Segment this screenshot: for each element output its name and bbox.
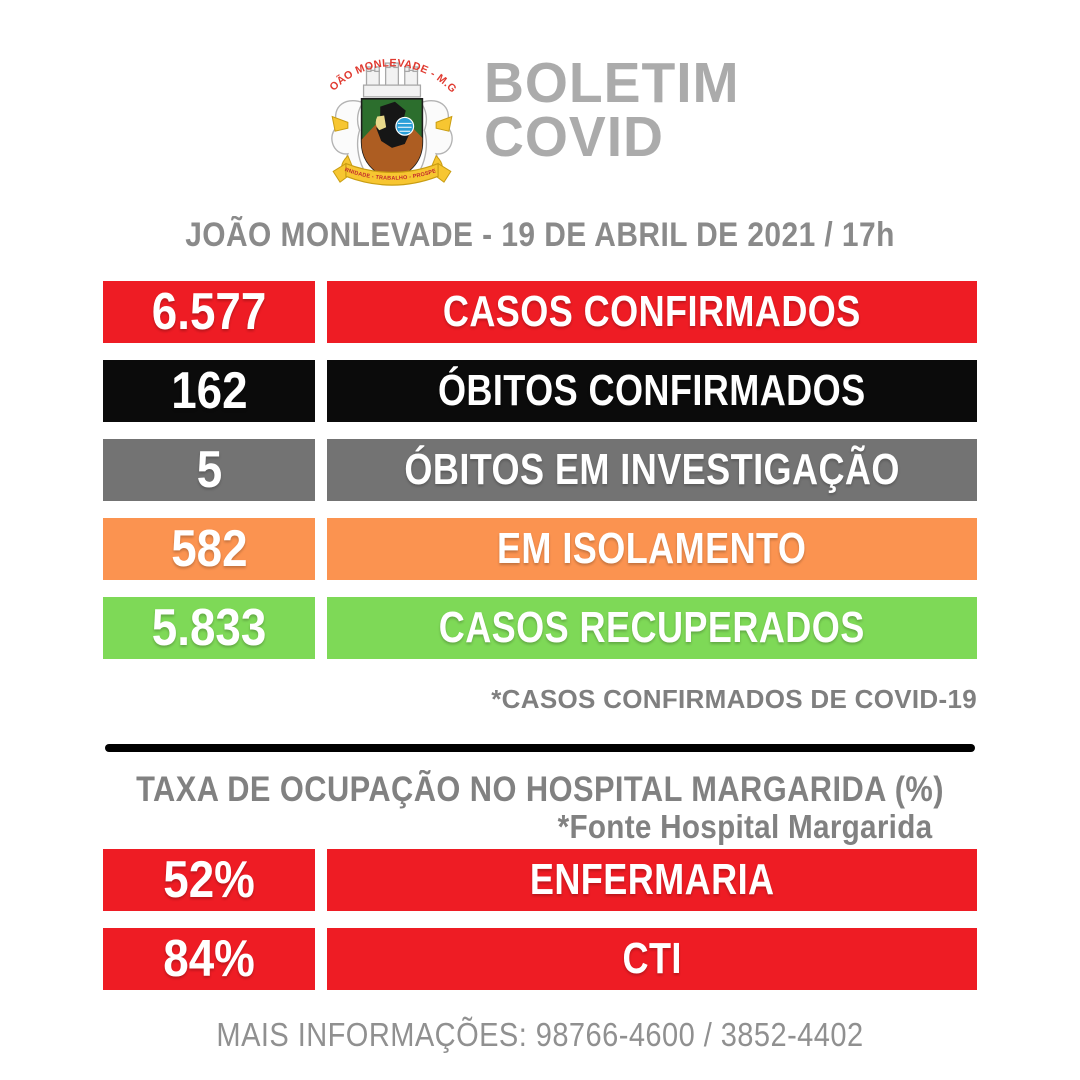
stat-label: ÓBITOS CONFIRMADOS bbox=[438, 366, 866, 415]
title-line-covid: COVID bbox=[484, 105, 664, 169]
hospital-section-heading: TAXA DE OCUPAÇÃO NO HOSPITAL MARGARIDA (… bbox=[136, 770, 944, 809]
stat-label: CASOS CONFIRMADOS bbox=[443, 287, 861, 336]
occupancy-label-box: CTI bbox=[327, 928, 977, 990]
section-divider bbox=[105, 744, 975, 752]
title-line-boletim: BOLETIM bbox=[484, 51, 740, 115]
stat-value: 582 bbox=[170, 520, 248, 578]
occupancy-label: CTI bbox=[622, 934, 682, 983]
shield bbox=[360, 98, 424, 182]
stat-value: 5.833 bbox=[151, 599, 267, 657]
stat-label-box: ÓBITOS CONFIRMADOS bbox=[327, 360, 977, 422]
stat-value-box: 162 bbox=[103, 360, 315, 422]
stat-label: EM ISOLAMENTO bbox=[497, 524, 807, 573]
stat-value: 5 bbox=[196, 441, 222, 499]
stat-value-box: 582 bbox=[103, 518, 315, 580]
hospital-row-cti: 84% CTI bbox=[103, 928, 977, 990]
bulletin-title: BOLETIM COVID bbox=[484, 40, 747, 192]
stat-value: 162 bbox=[170, 362, 248, 420]
stat-value: 6.577 bbox=[151, 283, 267, 341]
city-coat-of-arms: FRATERNIDADE - TRABALHO - PROSPERIDADE J… bbox=[318, 40, 458, 186]
stat-label: CASOS RECUPERADOS bbox=[439, 603, 865, 652]
lambrequin-ornaments bbox=[331, 100, 453, 173]
occupancy-label: ENFERMARIA bbox=[529, 855, 775, 904]
stat-value-box: 5.833 bbox=[103, 597, 315, 659]
stat-value-box: 6.577 bbox=[103, 281, 315, 343]
stat-row-obitos-investigacao: 5 ÓBITOS EM INVESTIGAÇÃO bbox=[103, 439, 977, 501]
hospital-source-note: *Fonte Hospital Margarida bbox=[557, 808, 932, 845]
date-line: JOÃO MONLEVADE - 19 DE ABRIL DE 2021 / 1… bbox=[185, 216, 895, 254]
occupancy-value-box: 52% bbox=[103, 849, 315, 911]
mural-crown bbox=[362, 62, 422, 98]
stat-row-em-isolamento: 582 EM ISOLAMENTO bbox=[103, 518, 977, 580]
stat-row-obitos-confirmados: 162 ÓBITOS CONFIRMADOS bbox=[103, 360, 977, 422]
confirmed-cases-footnote: *CASOS CONFIRMADOS DE COVID-19 bbox=[491, 684, 977, 714]
occupancy-value: 84% bbox=[163, 930, 255, 988]
stat-row-casos-confirmados: 6.577 CASOS CONFIRMADOS bbox=[103, 281, 977, 343]
occupancy-label-box: ENFERMARIA bbox=[327, 849, 977, 911]
stat-label: ÓBITOS EM INVESTIGAÇÃO bbox=[404, 445, 900, 494]
stat-label-box: CASOS CONFIRMADOS bbox=[327, 281, 977, 343]
stat-value-box: 5 bbox=[103, 439, 315, 501]
hospital-row-enfermaria: 52% ENFERMARIA bbox=[103, 849, 977, 911]
stat-label-box: ÓBITOS EM INVESTIGAÇÃO bbox=[327, 439, 977, 501]
hospital-table: 52% ENFERMARIA 84% CTI bbox=[103, 849, 977, 990]
occupancy-value-box: 84% bbox=[103, 928, 315, 990]
occupancy-value: 52% bbox=[163, 851, 255, 909]
stat-row-casos-recuperados: 5.833 CASOS RECUPERADOS bbox=[103, 597, 977, 659]
contact-info-line: MAIS INFORMAÇÕES: 98766-4600 / 3852-4402 bbox=[216, 1016, 864, 1053]
stats-table: 6.577 CASOS CONFIRMADOS 162 ÓBITOS CONFI… bbox=[103, 281, 977, 659]
stat-label-box: CASOS RECUPERADOS bbox=[327, 597, 977, 659]
stat-label-box: EM ISOLAMENTO bbox=[327, 518, 977, 580]
header: FRATERNIDADE - TRABALHO - PROSPERIDADE J… bbox=[318, 40, 747, 192]
